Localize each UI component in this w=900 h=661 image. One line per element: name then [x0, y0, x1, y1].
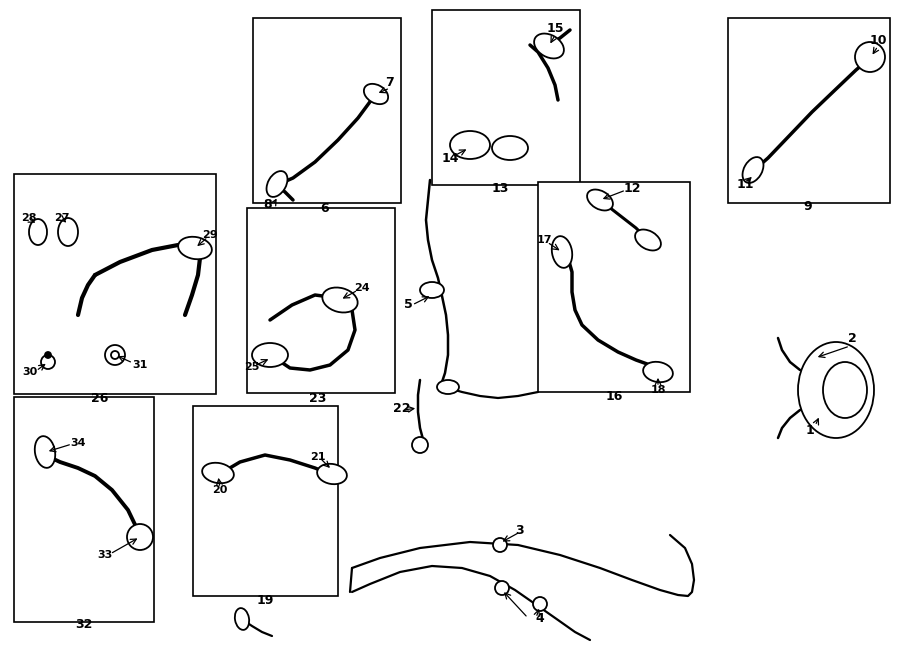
Text: 27: 27 — [54, 213, 70, 223]
Ellipse shape — [437, 380, 459, 394]
Text: 15: 15 — [546, 22, 563, 34]
Circle shape — [41, 355, 55, 369]
Text: 33: 33 — [97, 550, 112, 560]
Ellipse shape — [202, 463, 234, 483]
Bar — [253, 18, 401, 203]
Ellipse shape — [317, 464, 346, 485]
Ellipse shape — [58, 218, 78, 246]
Ellipse shape — [29, 219, 47, 245]
Text: 5: 5 — [403, 297, 412, 311]
Circle shape — [495, 581, 509, 595]
Circle shape — [127, 524, 153, 550]
Text: 31: 31 — [132, 360, 148, 370]
Circle shape — [493, 538, 507, 552]
Text: 25: 25 — [244, 362, 260, 372]
Text: 30: 30 — [22, 367, 38, 377]
Ellipse shape — [635, 229, 661, 251]
Ellipse shape — [450, 131, 490, 159]
Circle shape — [111, 351, 119, 359]
Bar — [193, 406, 338, 596]
Text: 22: 22 — [393, 401, 410, 414]
Bar — [14, 397, 154, 622]
Text: 2: 2 — [848, 332, 857, 344]
Text: 1: 1 — [806, 424, 814, 436]
Text: 20: 20 — [212, 485, 228, 495]
Bar — [247, 208, 395, 393]
Ellipse shape — [492, 136, 528, 160]
Ellipse shape — [644, 362, 673, 382]
Circle shape — [412, 437, 428, 453]
Ellipse shape — [587, 190, 613, 210]
Bar — [728, 18, 890, 203]
Text: 12: 12 — [623, 182, 641, 194]
Text: 10: 10 — [869, 34, 886, 46]
Ellipse shape — [252, 343, 288, 367]
Text: 16: 16 — [606, 389, 623, 403]
Text: 13: 13 — [491, 182, 508, 196]
Text: 19: 19 — [256, 594, 274, 607]
Circle shape — [45, 352, 51, 358]
Text: 32: 32 — [76, 619, 93, 631]
Text: 26: 26 — [91, 391, 109, 405]
Ellipse shape — [35, 436, 55, 468]
Bar — [14, 174, 216, 394]
Text: 17: 17 — [536, 235, 552, 245]
Text: 23: 23 — [310, 391, 327, 405]
Ellipse shape — [364, 84, 388, 104]
Text: 21: 21 — [310, 452, 326, 462]
Text: 24: 24 — [355, 283, 370, 293]
Ellipse shape — [420, 282, 444, 298]
Circle shape — [105, 345, 125, 365]
Text: 6: 6 — [320, 202, 329, 215]
Ellipse shape — [266, 171, 287, 197]
Text: 14: 14 — [441, 151, 459, 165]
Ellipse shape — [823, 362, 867, 418]
Ellipse shape — [552, 236, 572, 268]
Text: 8: 8 — [264, 198, 273, 212]
Text: 11: 11 — [736, 178, 754, 192]
Circle shape — [855, 42, 885, 72]
Ellipse shape — [235, 608, 249, 630]
Ellipse shape — [534, 34, 564, 58]
Circle shape — [533, 597, 547, 611]
Ellipse shape — [178, 237, 212, 259]
Ellipse shape — [742, 157, 763, 183]
Text: 9: 9 — [804, 200, 813, 214]
Ellipse shape — [322, 288, 357, 313]
Text: 3: 3 — [516, 524, 525, 537]
Bar — [538, 182, 690, 392]
Bar — [432, 10, 580, 185]
Ellipse shape — [798, 342, 874, 438]
Text: 34: 34 — [70, 438, 86, 448]
Text: 28: 28 — [22, 213, 37, 223]
Text: 7: 7 — [385, 75, 394, 89]
Text: 18: 18 — [650, 385, 666, 395]
Text: 4: 4 — [536, 611, 544, 625]
Text: 29: 29 — [202, 230, 218, 240]
